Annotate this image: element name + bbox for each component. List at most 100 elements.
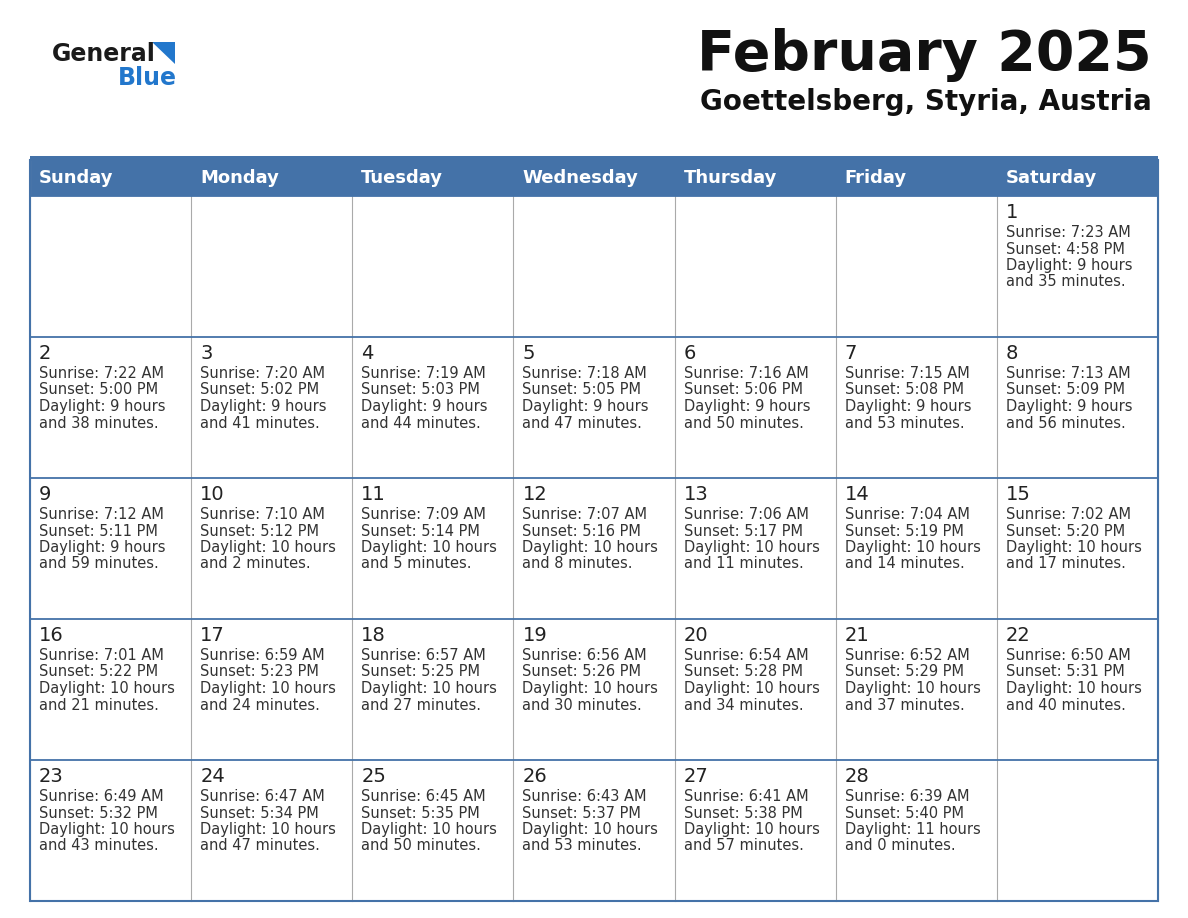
Text: 28: 28 (845, 767, 870, 786)
Text: Daylight: 9 hours: Daylight: 9 hours (845, 399, 972, 414)
Text: Daylight: 9 hours: Daylight: 9 hours (361, 399, 488, 414)
Text: Monday: Monday (200, 169, 279, 187)
Text: Sunrise: 6:43 AM: Sunrise: 6:43 AM (523, 789, 647, 804)
Text: Sunset: 5:28 PM: Sunset: 5:28 PM (683, 665, 803, 679)
Text: Daylight: 9 hours: Daylight: 9 hours (39, 540, 165, 555)
Text: 24: 24 (200, 767, 225, 786)
Text: Sunset: 5:05 PM: Sunset: 5:05 PM (523, 383, 642, 397)
Text: General: General (52, 42, 156, 66)
Text: Daylight: 10 hours: Daylight: 10 hours (200, 681, 336, 696)
Text: Sunday: Sunday (39, 169, 114, 187)
Text: Daylight: 10 hours: Daylight: 10 hours (200, 540, 336, 555)
Text: Sunset: 5:06 PM: Sunset: 5:06 PM (683, 383, 803, 397)
Text: 17: 17 (200, 626, 225, 645)
Text: Sunrise: 7:16 AM: Sunrise: 7:16 AM (683, 366, 808, 381)
Text: 21: 21 (845, 626, 870, 645)
Text: 6: 6 (683, 344, 696, 363)
Text: Sunrise: 7:13 AM: Sunrise: 7:13 AM (1006, 366, 1131, 381)
Text: Daylight: 10 hours: Daylight: 10 hours (845, 681, 980, 696)
Text: and 24 minutes.: and 24 minutes. (200, 698, 320, 712)
Text: Daylight: 10 hours: Daylight: 10 hours (683, 540, 820, 555)
Text: Sunrise: 7:09 AM: Sunrise: 7:09 AM (361, 507, 486, 522)
Text: and 47 minutes.: and 47 minutes. (523, 416, 643, 431)
Text: Sunset: 5:22 PM: Sunset: 5:22 PM (39, 665, 158, 679)
Text: and 38 minutes.: and 38 minutes. (39, 416, 159, 431)
Text: Sunset: 5:29 PM: Sunset: 5:29 PM (845, 665, 963, 679)
Text: and 17 minutes.: and 17 minutes. (1006, 556, 1126, 572)
Text: Daylight: 10 hours: Daylight: 10 hours (683, 681, 820, 696)
Text: and 34 minutes.: and 34 minutes. (683, 698, 803, 712)
Text: and 2 minutes.: and 2 minutes. (200, 556, 311, 572)
Text: Daylight: 10 hours: Daylight: 10 hours (845, 540, 980, 555)
Text: Daylight: 10 hours: Daylight: 10 hours (523, 822, 658, 837)
Text: Sunset: 5:12 PM: Sunset: 5:12 PM (200, 523, 320, 539)
Text: Sunset: 4:58 PM: Sunset: 4:58 PM (1006, 241, 1125, 256)
Text: Sunset: 5:11 PM: Sunset: 5:11 PM (39, 523, 158, 539)
Text: 18: 18 (361, 626, 386, 645)
Text: 8: 8 (1006, 344, 1018, 363)
Text: Sunrise: 6:54 AM: Sunrise: 6:54 AM (683, 648, 808, 663)
Text: Sunrise: 7:01 AM: Sunrise: 7:01 AM (39, 648, 164, 663)
Text: Sunrise: 7:20 AM: Sunrise: 7:20 AM (200, 366, 326, 381)
Text: Sunrise: 7:10 AM: Sunrise: 7:10 AM (200, 507, 326, 522)
Text: Sunset: 5:16 PM: Sunset: 5:16 PM (523, 523, 642, 539)
Text: and 27 minutes.: and 27 minutes. (361, 698, 481, 712)
Text: Sunset: 5:17 PM: Sunset: 5:17 PM (683, 523, 803, 539)
Text: Daylight: 10 hours: Daylight: 10 hours (361, 822, 497, 837)
Text: and 8 minutes.: and 8 minutes. (523, 556, 633, 572)
Text: 26: 26 (523, 767, 548, 786)
Text: Sunset: 5:34 PM: Sunset: 5:34 PM (200, 805, 318, 821)
Text: February 2025: February 2025 (697, 28, 1152, 82)
Text: Daylight: 9 hours: Daylight: 9 hours (1006, 399, 1132, 414)
Text: and 53 minutes.: and 53 minutes. (845, 416, 965, 431)
Text: and 0 minutes.: and 0 minutes. (845, 838, 955, 854)
Text: Sunset: 5:08 PM: Sunset: 5:08 PM (845, 383, 963, 397)
Text: Daylight: 10 hours: Daylight: 10 hours (39, 822, 175, 837)
Text: Sunrise: 7:23 AM: Sunrise: 7:23 AM (1006, 225, 1131, 240)
Text: 11: 11 (361, 485, 386, 504)
Text: Sunset: 5:14 PM: Sunset: 5:14 PM (361, 523, 480, 539)
Text: Sunrise: 6:47 AM: Sunrise: 6:47 AM (200, 789, 324, 804)
Bar (675, 160, 835, 196)
Text: Sunrise: 7:07 AM: Sunrise: 7:07 AM (523, 507, 647, 522)
Bar (30, 156, 1158, 160)
Text: Sunset: 5:38 PM: Sunset: 5:38 PM (683, 805, 802, 821)
Text: and 47 minutes.: and 47 minutes. (200, 838, 320, 854)
Text: and 53 minutes.: and 53 minutes. (523, 838, 642, 854)
Text: Daylight: 9 hours: Daylight: 9 hours (200, 399, 327, 414)
Text: Sunrise: 6:56 AM: Sunrise: 6:56 AM (523, 648, 647, 663)
Text: Sunrise: 6:52 AM: Sunrise: 6:52 AM (845, 648, 969, 663)
Text: Wednesday: Wednesday (523, 169, 638, 187)
Text: 16: 16 (39, 626, 64, 645)
Text: Daylight: 10 hours: Daylight: 10 hours (361, 681, 497, 696)
Text: Sunrise: 7:22 AM: Sunrise: 7:22 AM (39, 366, 164, 381)
Text: and 56 minutes.: and 56 minutes. (1006, 416, 1125, 431)
Text: and 50 minutes.: and 50 minutes. (361, 838, 481, 854)
Text: Sunrise: 7:02 AM: Sunrise: 7:02 AM (1006, 507, 1131, 522)
Text: 27: 27 (683, 767, 708, 786)
Text: 3: 3 (200, 344, 213, 363)
Text: Sunrise: 6:50 AM: Sunrise: 6:50 AM (1006, 648, 1131, 663)
Bar (30, 196, 1158, 337)
Text: Goettelsberg, Styria, Austria: Goettelsberg, Styria, Austria (700, 88, 1152, 116)
Text: Daylight: 9 hours: Daylight: 9 hours (523, 399, 649, 414)
Text: Sunset: 5:03 PM: Sunset: 5:03 PM (361, 383, 480, 397)
Text: and 11 minutes.: and 11 minutes. (683, 556, 803, 572)
Text: Saturday: Saturday (1006, 169, 1097, 187)
Text: 12: 12 (523, 485, 548, 504)
Text: and 44 minutes.: and 44 minutes. (361, 416, 481, 431)
Text: Daylight: 10 hours: Daylight: 10 hours (39, 681, 175, 696)
Bar (30, 337, 1158, 478)
Text: 7: 7 (845, 344, 857, 363)
Text: 1: 1 (1006, 203, 1018, 222)
Text: Sunrise: 7:06 AM: Sunrise: 7:06 AM (683, 507, 809, 522)
Bar (191, 160, 353, 196)
Bar (30, 619, 1158, 760)
Text: and 35 minutes.: and 35 minutes. (1006, 274, 1125, 289)
Text: and 50 minutes.: and 50 minutes. (683, 416, 803, 431)
Text: and 59 minutes.: and 59 minutes. (39, 556, 159, 572)
Text: Sunset: 5:00 PM: Sunset: 5:00 PM (39, 383, 158, 397)
Text: Daylight: 11 hours: Daylight: 11 hours (845, 822, 980, 837)
Bar (30, 478, 1158, 619)
Text: and 14 minutes.: and 14 minutes. (845, 556, 965, 572)
